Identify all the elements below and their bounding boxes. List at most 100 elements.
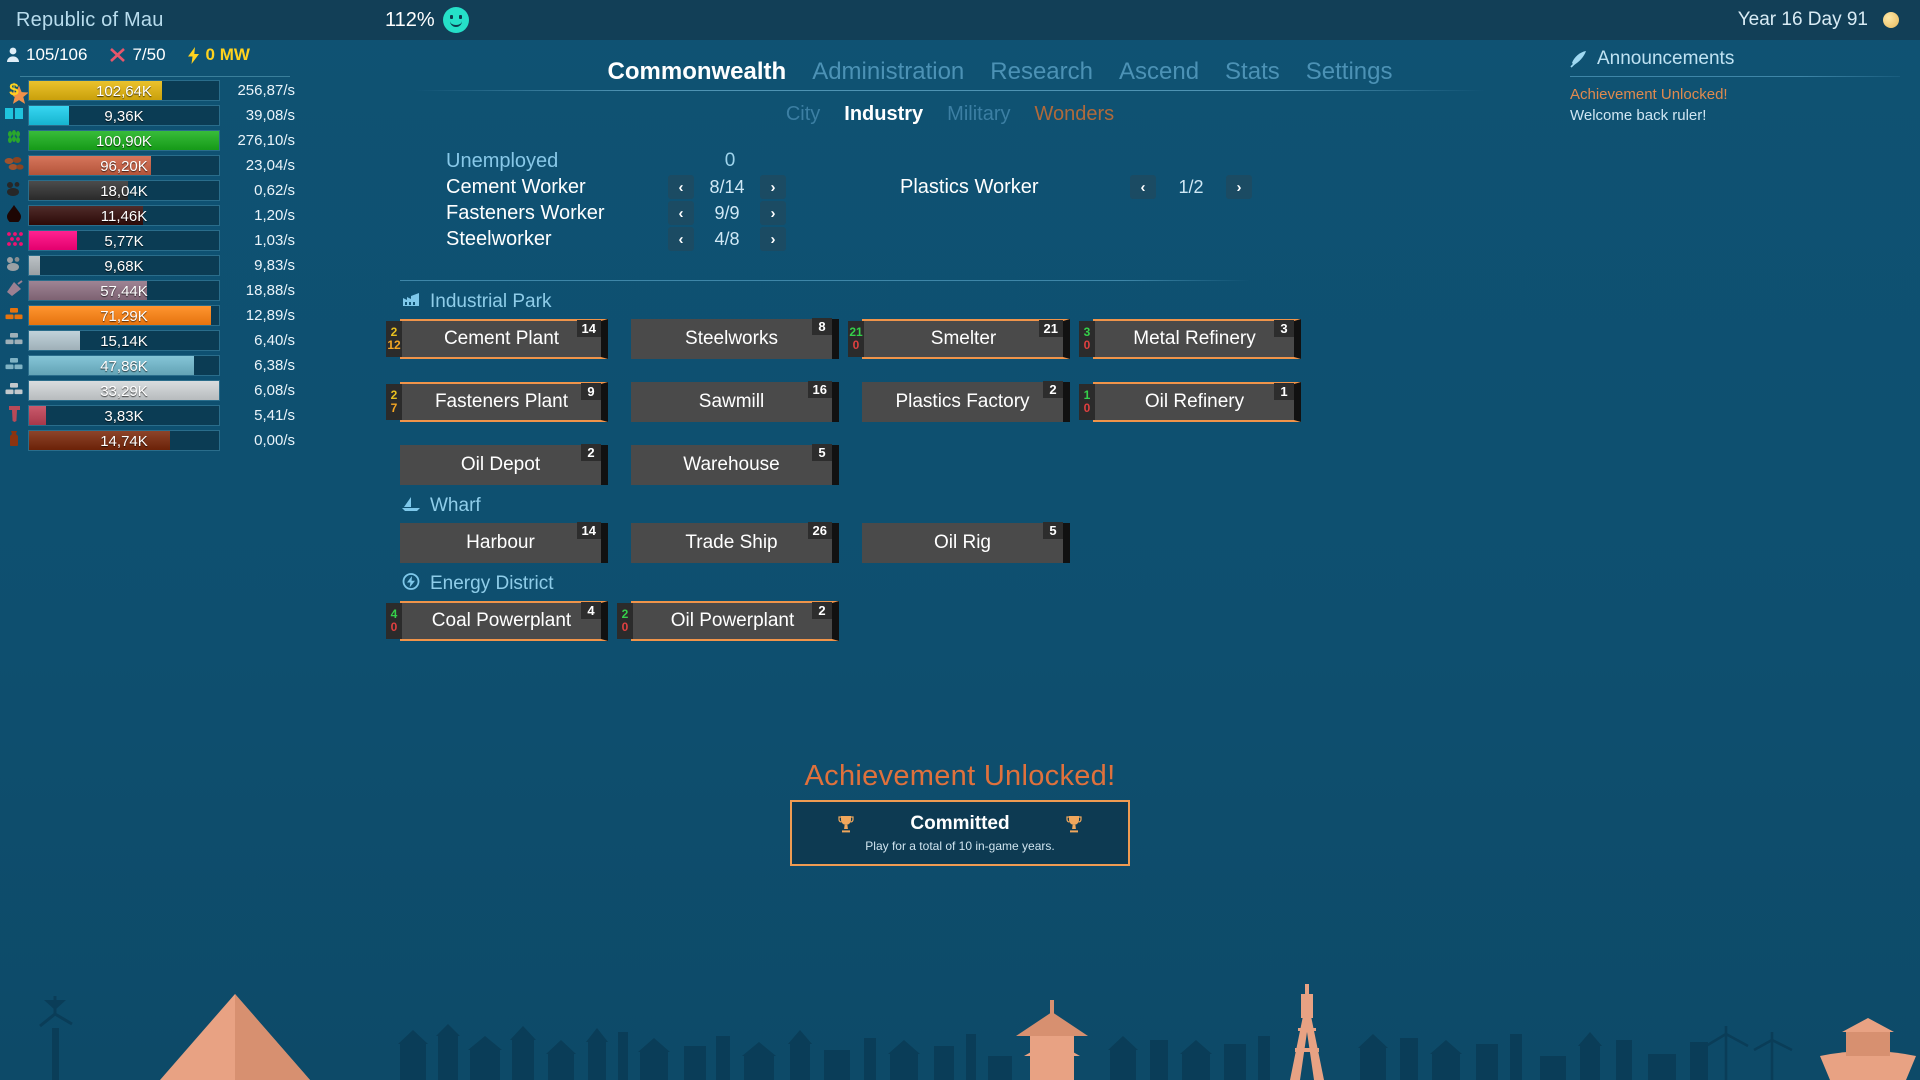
resource-row[interactable]: 5,77K 1,03/s	[0, 228, 300, 253]
building-name: Oil Depot	[460, 454, 541, 475]
increment-button[interactable]: ›	[760, 201, 786, 225]
resource-row[interactable]: 57,44K 18,88/s	[0, 278, 300, 303]
increment-button[interactable]: ›	[760, 227, 786, 251]
resource-bar: 57,44K	[28, 280, 220, 301]
sun-icon	[1878, 7, 1904, 33]
nav-item-settings[interactable]: Settings	[1305, 58, 1393, 85]
building-card[interactable]: 2 12 Cement Plant 14	[386, 319, 608, 359]
building-card[interactable]: Oil Depot 2	[400, 444, 608, 485]
smiley-face-icon	[442, 7, 469, 33]
resource-amount: 96,20K	[100, 158, 148, 175]
resource-rate: 18,88/s	[245, 282, 295, 299]
building-name: Cement Plant	[443, 328, 560, 349]
building-card[interactable]: 2 0 Oil Powerplant 2	[617, 601, 839, 641]
building-input-value: 0	[1083, 401, 1091, 415]
decrement-button[interactable]: ‹	[1130, 175, 1156, 199]
building-card[interactable]: Trade Ship 26	[631, 522, 839, 563]
svg-text:$: $	[9, 80, 19, 98]
resource-rate: 0,62/s	[254, 182, 295, 199]
subtab-industry[interactable]: Industry	[844, 103, 924, 125]
worker-count: 4/8	[714, 228, 740, 249]
building-card[interactable]: Steelworks 8	[631, 318, 839, 359]
building-card[interactable]: Warehouse 5	[631, 444, 839, 485]
city-skyline-decoration	[39, 984, 1916, 1080]
subtab-city[interactable]: City	[785, 103, 821, 125]
resource-row[interactable]: 9,36K 39,08/s	[0, 103, 300, 128]
resource-rate: 256,87/s	[237, 82, 295, 99]
decrement-button[interactable]: ‹	[668, 201, 694, 225]
resource-rate: 23,04/s	[245, 157, 295, 174]
building-output-value: 3	[1083, 325, 1091, 339]
resource-rate: 39,08/s	[245, 107, 295, 124]
worker-label: Steelworker	[446, 227, 552, 250]
resource-row[interactable]: 33,29K 6,08/s	[0, 378, 300, 403]
building-card[interactable]: 2 7 Fasteners Plant 9	[386, 382, 608, 422]
achievement-toast[interactable]: Committed Play for a total of 10 in-game…	[790, 800, 1130, 866]
resource-rate: 1,03/s	[254, 232, 295, 249]
resource-bar: 96,20K	[28, 155, 220, 176]
increment-button[interactable]: ›	[1226, 175, 1252, 199]
resource-amount: 9,36K	[104, 108, 144, 125]
resource-amount: 100,90K	[96, 133, 152, 150]
resource-amount: 18,04K	[100, 183, 148, 200]
nav-item-administration[interactable]: Administration	[812, 58, 965, 85]
resource-bar-fill	[29, 256, 41, 275]
resource-row[interactable]: $102,64K 256,87/s	[0, 78, 300, 103]
resource-row[interactable]: 15,14K 6,40/s	[0, 328, 300, 353]
trophy-icon	[838, 816, 854, 833]
resource-list: $102,64K 256,87/s 9,36K 39,08/s 100,90K 276,1…	[0, 78, 300, 453]
resource-bar: 33,29K	[28, 380, 220, 401]
resource-row[interactable]: 96,20K 23,04/s	[0, 153, 300, 178]
nav-item-research[interactable]: Research	[990, 58, 1093, 85]
resource-row[interactable]: 14,74K 0,00/s	[0, 428, 300, 453]
nav-item-stats[interactable]: Stats	[1225, 58, 1280, 85]
building-count-badge: 14	[576, 522, 601, 539]
resource-rate: 0,00/s	[254, 432, 295, 449]
increment-button[interactable]: ›	[760, 175, 786, 199]
unemployed-label: Unemployed	[446, 149, 559, 172]
decrement-button[interactable]: ‹	[668, 175, 694, 199]
building-count-badge: 4	[581, 602, 601, 619]
building-card[interactable]: 4 0 Coal Powerplant 4	[386, 601, 608, 641]
nav-item-ascend[interactable]: Ascend	[1118, 58, 1200, 85]
resource-rate: 5,41/s	[254, 407, 295, 424]
crossed-swords-icon	[110, 48, 126, 62]
achievement-name: Committed	[910, 813, 1010, 834]
building-count-badge: 2	[581, 444, 601, 461]
oil-drop-icon	[0, 205, 28, 226]
building-card[interactable]: Sawmill 16	[631, 381, 839, 422]
subtab-military[interactable]: Military	[947, 103, 1011, 125]
achievement-heading: Achievement Unlocked!	[804, 760, 1116, 792]
district-name: Energy District	[430, 573, 554, 594]
announcements-panel: Announcements Achievement Unlocked! Welc…	[1570, 48, 1900, 124]
resource-amount: 47,86K	[100, 358, 148, 375]
building-card-grid: 2 12 Cement Plant 14 Steelworks 8 21 0 Smelter 21…	[386, 318, 1500, 485]
building-card[interactable]: Harbour 14	[400, 522, 608, 563]
subtab-wonders[interactable]: Wonders	[1034, 103, 1115, 125]
resource-row[interactable]: 9,68K 9,83/s	[0, 253, 300, 278]
plastic-icon	[0, 430, 28, 451]
resource-bar-fill	[29, 356, 195, 375]
resource-row[interactable]: 11,46K 1,20/s	[0, 203, 300, 228]
resource-rate: 276,10/s	[237, 132, 295, 149]
resource-row[interactable]: 3,83K 5,41/s	[0, 403, 300, 428]
building-name: Harbour	[466, 532, 535, 553]
announcements-header: Announcements	[1570, 48, 1900, 70]
decrement-button[interactable]: ‹	[668, 227, 694, 251]
building-count-badge: 1	[1274, 383, 1294, 400]
building-card[interactable]: Oil Rig 5	[862, 522, 1070, 563]
worker-count: 8/14	[709, 176, 745, 197]
building-card[interactable]: Plastics Factory 2	[862, 381, 1070, 422]
building-name: Trade Ship	[685, 532, 778, 553]
resource-row[interactable]: 18,04K 0,62/s	[0, 178, 300, 203]
building-card[interactable]: 1 0 Oil Refinery 1	[1079, 382, 1301, 422]
building-card[interactable]: 21 0 Smelter 21	[848, 319, 1070, 359]
achievement-row: Committed	[838, 813, 1082, 835]
resource-row[interactable]: 47,86K 6,38/s	[0, 353, 300, 378]
resource-row[interactable]: 71,29K 12,89/s	[0, 303, 300, 328]
building-card[interactable]: 3 0 Metal Refinery 3	[1079, 319, 1301, 359]
military-value: 7/50	[132, 45, 166, 64]
nav-item-commonwealth[interactable]: Commonwealth	[607, 58, 787, 85]
resource-row[interactable]: 100,90K 276,10/s	[0, 128, 300, 153]
